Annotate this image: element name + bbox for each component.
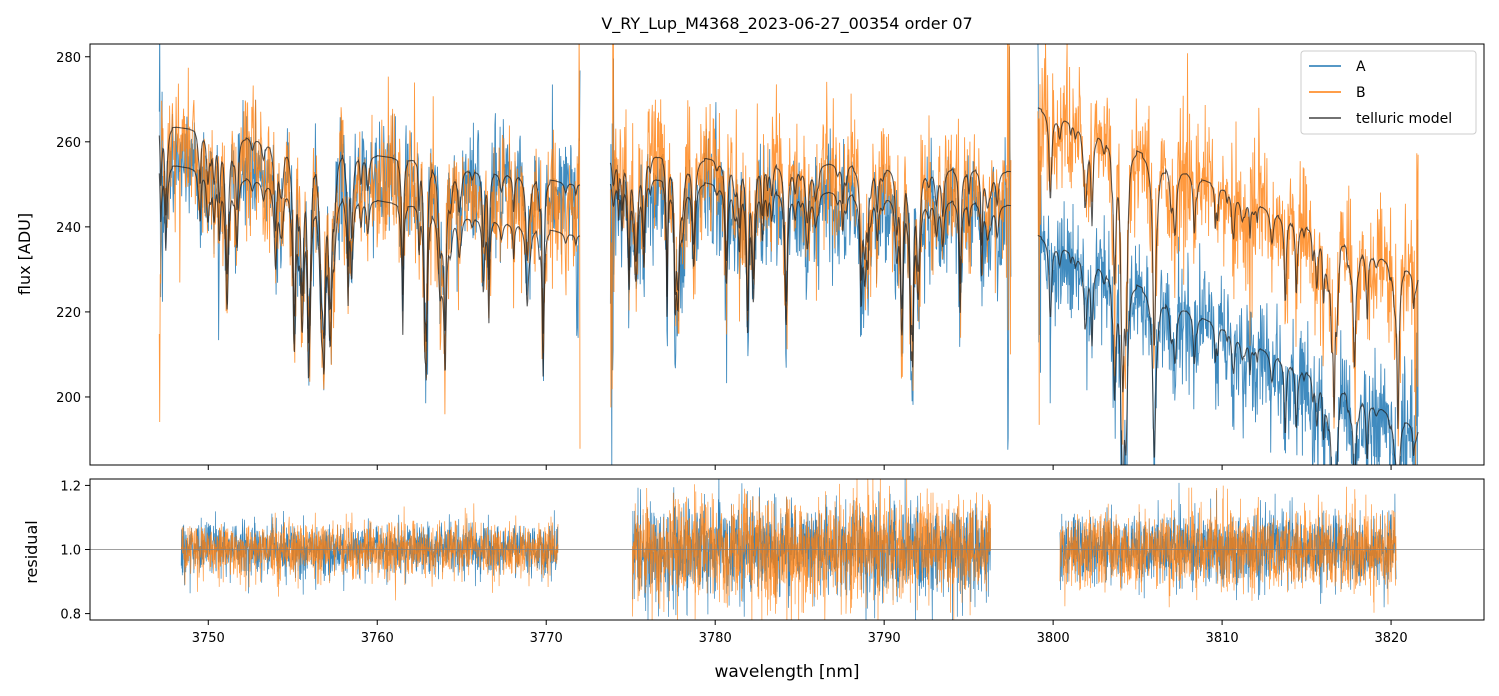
- legend-label-b: B: [1356, 85, 1366, 101]
- x-tick-label: 3800: [1037, 631, 1070, 646]
- residual-y-ticks: 0.8 1.0 1.2: [60, 479, 90, 623]
- model-b-segment-2: [609, 156, 1011, 342]
- model-b-segment-1: [158, 126, 581, 344]
- legend-label-a: A: [1356, 59, 1366, 75]
- figure-title: V_RY_Lup_M4368_2023-06-27_00354 order 07: [601, 14, 972, 34]
- series-b-segment-3: [1037, 44, 1419, 465]
- series-a-segment-3: [1037, 44, 1419, 465]
- flux-y-tick-label: 220: [56, 306, 81, 321]
- residual-b-segment-3: [1059, 485, 1397, 613]
- x-axis-label: wavelength [nm]: [714, 662, 859, 682]
- model-a-segment-3: [1037, 234, 1419, 465]
- model-a-segment-2: [609, 179, 1011, 368]
- flux-y-tick-label: 240: [56, 221, 81, 236]
- residual-panel: 0.8 1.0 1.2 3750 3760 3770 3780 3790 3800 3810 38…: [22, 478, 1485, 682]
- flux-axes-frame: [89, 43, 1485, 466]
- flux-y-tick-label: 200: [56, 391, 81, 406]
- residual-plot-area: [90, 479, 1484, 620]
- residual-a-segment-2: [632, 479, 991, 620]
- series-b-segment-2: [609, 44, 1012, 408]
- legend-label-model: telluric model: [1356, 111, 1452, 127]
- x-tick-label: 3780: [699, 631, 732, 646]
- residual-x-ticks: 3750 3760 3770 3780 3790 3800 3810 3820: [192, 620, 1408, 646]
- residual-y-axis-label: residual: [22, 520, 41, 583]
- x-tick-label: 3750: [192, 631, 225, 646]
- flux-panel: 200 220 240 260 280 flux [ADU] A B telluric …: [15, 43, 1485, 470]
- residual-b-segment-2: [632, 479, 991, 620]
- x-tick-label: 3760: [361, 631, 394, 646]
- flux-x-ticks: [207, 465, 1392, 470]
- residual-y-tick-label: 1.2: [60, 479, 81, 494]
- flux-y-tick-label: 280: [56, 51, 81, 66]
- residual-b-segment-1: [180, 503, 559, 601]
- model-a-segment-1: [158, 165, 581, 381]
- legend-box: [1300, 50, 1477, 135]
- flux-plot-area: [158, 44, 1419, 465]
- flux-y-axis-label: flux [ADU]: [15, 213, 34, 295]
- x-tick-label: 3820: [1375, 631, 1408, 646]
- flux-y-ticks: 200 220 240 260 280: [56, 51, 90, 406]
- model-b-segment-3: [1037, 107, 1419, 429]
- x-tick-label: 3790: [868, 631, 901, 646]
- residual-y-tick-label: 0.8: [60, 608, 81, 623]
- x-tick-label: 3770: [530, 631, 563, 646]
- residual-y-tick-label: 1.0: [60, 544, 81, 559]
- x-tick-label: 3810: [1206, 631, 1239, 646]
- legend: A B telluric model: [1300, 50, 1477, 135]
- flux-y-tick-label: 260: [56, 136, 81, 151]
